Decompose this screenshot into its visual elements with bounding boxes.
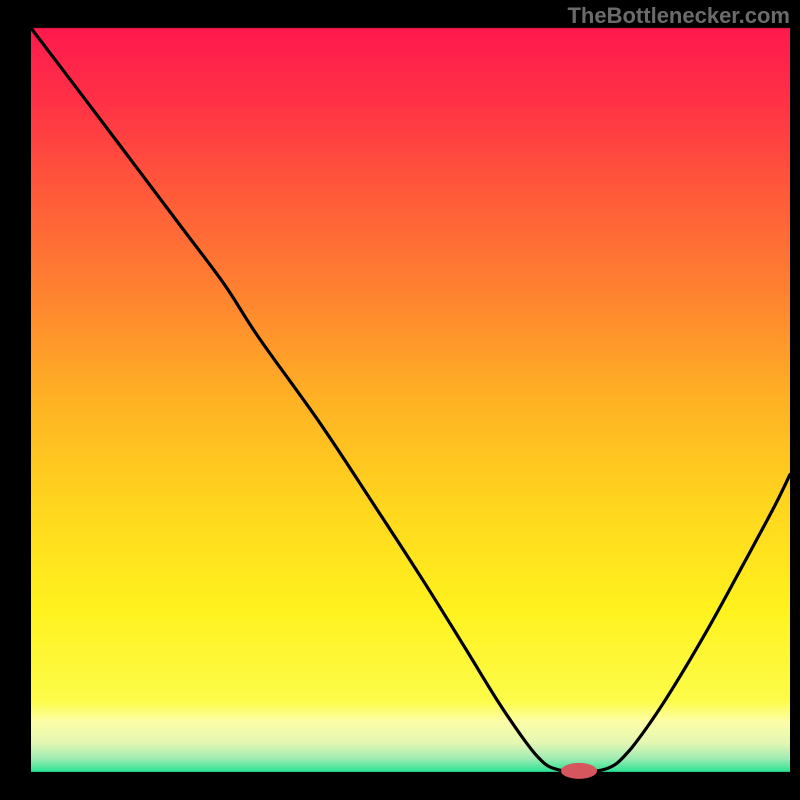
gradient-background (0, 0, 800, 800)
watermark-text: TheBottlenecker.com (567, 3, 790, 29)
border-right (790, 0, 800, 800)
border-left (0, 0, 31, 800)
chart-stage: TheBottlenecker.com (0, 0, 800, 800)
border-bottom (0, 772, 800, 800)
